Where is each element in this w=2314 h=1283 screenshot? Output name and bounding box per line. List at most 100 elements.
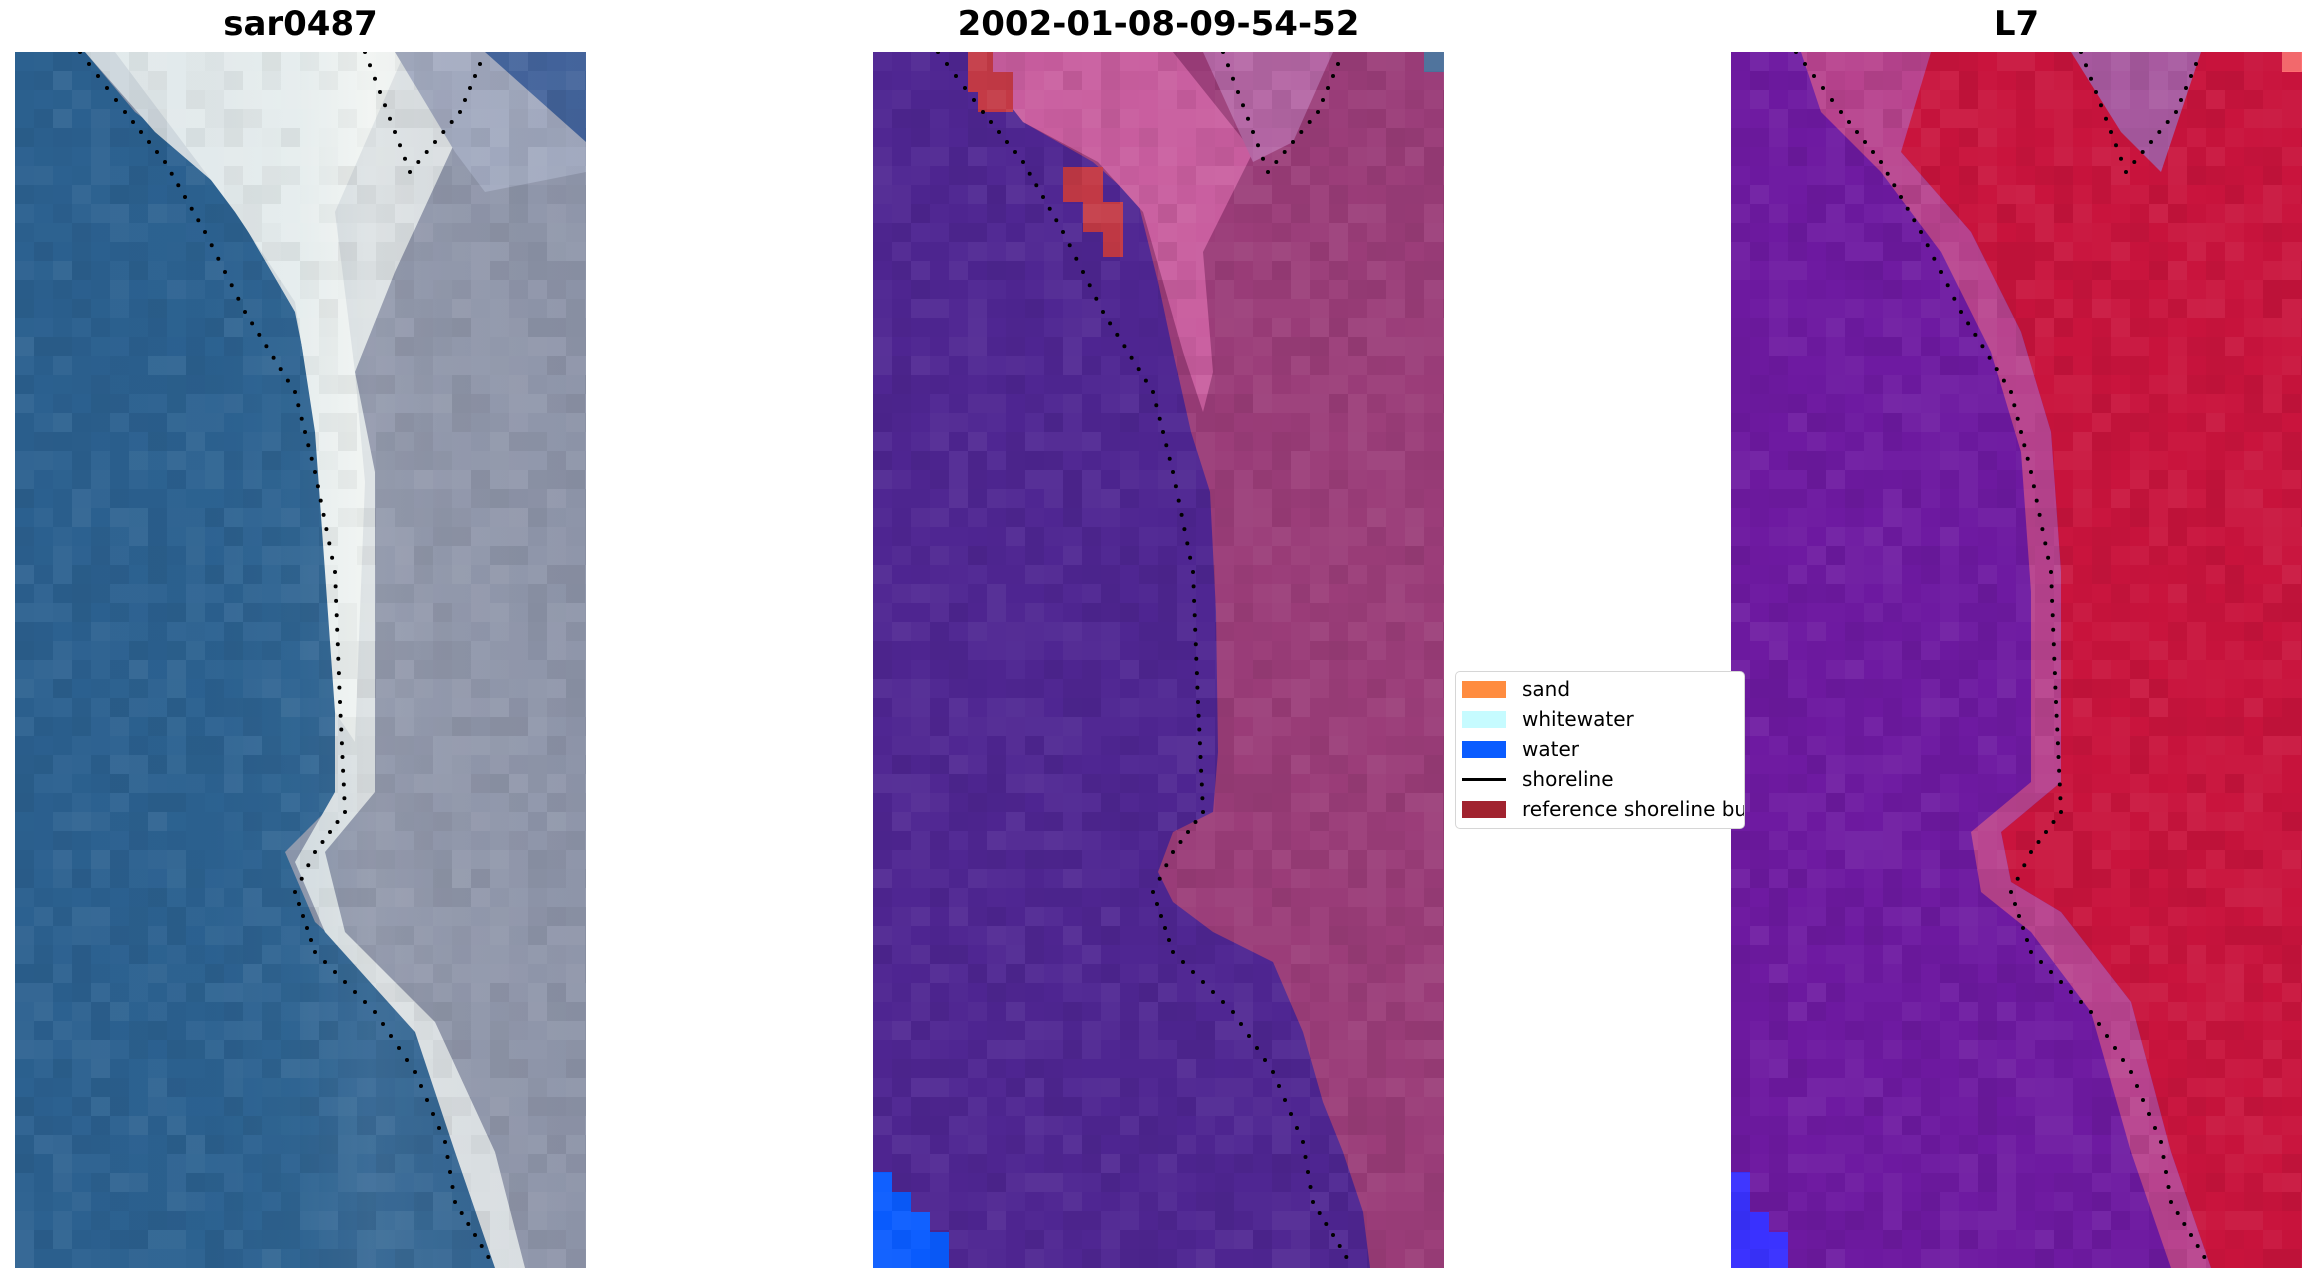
shoreline-dot xyxy=(1274,160,1279,164)
shoreline-dot xyxy=(313,950,317,954)
shoreline-dot xyxy=(1054,218,1059,223)
shoreline-dot xyxy=(1067,243,1072,248)
shoreline-dot xyxy=(209,243,214,248)
shoreline-dot xyxy=(981,110,985,114)
shoreline-dot xyxy=(368,63,372,68)
shoreline-dot xyxy=(2053,685,2058,690)
shoreline-dot xyxy=(2001,378,2006,383)
shoreline-dot xyxy=(2119,156,2123,161)
shoreline-dot xyxy=(1193,820,1198,824)
shoreline-dot xyxy=(2037,512,2042,517)
shoreline-dot xyxy=(2140,150,2145,154)
shoreline-dot xyxy=(339,727,344,732)
shoreline-dot xyxy=(2055,741,2060,746)
shoreline-dot xyxy=(1041,195,1045,199)
shoreline-dot xyxy=(2031,484,2036,489)
shoreline-dot xyxy=(2079,1000,2083,1004)
rgb-image xyxy=(15,52,586,1268)
shoreline-dot xyxy=(1337,1244,1342,1248)
shoreline-dot xyxy=(315,484,320,489)
shoreline-dot xyxy=(2051,820,2056,824)
shoreline-dot xyxy=(2135,1084,2139,1088)
shoreline-dot xyxy=(339,741,344,746)
shoreline-dot xyxy=(2184,86,2188,90)
shoreline-dot xyxy=(1344,1255,1349,1259)
shoreline-dot xyxy=(2009,890,2013,894)
shoreline-dot xyxy=(299,876,304,881)
shoreline-dot xyxy=(278,367,283,372)
shoreline-dot xyxy=(1987,355,1992,360)
legend-label-water: water xyxy=(1522,737,1579,761)
shoreline-dot xyxy=(2055,727,2060,732)
shoreline-dot xyxy=(2009,390,2013,394)
shoreline-dot xyxy=(1271,1070,1275,1074)
shoreline-dot xyxy=(403,156,407,161)
shoreline-dot xyxy=(1303,1155,1308,1159)
shoreline-dot xyxy=(2029,850,2033,854)
shoreline-dot xyxy=(96,74,100,78)
shoreline-dot xyxy=(1277,1084,1281,1088)
shoreline-dot xyxy=(341,782,346,787)
shoreline-dot xyxy=(1301,1140,1305,1144)
shoreline-dot xyxy=(1108,321,1113,326)
shoreline-dot xyxy=(1973,332,1978,337)
classified-image xyxy=(873,52,1444,1268)
shoreline-dot xyxy=(997,130,1001,134)
shoreline-dot xyxy=(2044,830,2048,834)
shoreline-dots xyxy=(1794,52,2207,1259)
shoreline-dot xyxy=(972,98,976,102)
shoreline-dot xyxy=(1283,1098,1287,1102)
shoreline-dot xyxy=(2149,140,2153,144)
shoreline-dot xyxy=(2012,403,2017,408)
shoreline-dot xyxy=(1863,140,1867,144)
shoreline-dot xyxy=(989,120,993,124)
shoreline-dot xyxy=(123,110,127,114)
shoreline-dot xyxy=(1316,110,1320,114)
shoreline-dot xyxy=(176,183,181,188)
shoreline-dot xyxy=(2069,990,2073,994)
shoreline-dot xyxy=(105,86,109,90)
shoreline-dot xyxy=(2147,1112,2151,1116)
shoreline-dot xyxy=(1847,120,1851,124)
shoreline-dot xyxy=(229,283,234,288)
shoreline-dot xyxy=(1952,296,1957,301)
shoreline-dot xyxy=(163,160,167,164)
shoreline-dot xyxy=(378,90,382,94)
shoreline-dot xyxy=(1201,810,1205,814)
shoreline-dot xyxy=(473,74,477,78)
shoreline-dot xyxy=(169,171,174,176)
shoreline-dot xyxy=(250,321,255,326)
shoreline-dot xyxy=(1939,270,1943,274)
shoreline-dot xyxy=(1185,541,1190,546)
shoreline-dot xyxy=(1263,1058,1267,1062)
shoreline-dot xyxy=(1306,1170,1310,1174)
shoreline-dot xyxy=(1211,990,1215,994)
shoreline-dot xyxy=(2050,613,2055,618)
shoreline-dot xyxy=(297,902,301,906)
shoreline-dot xyxy=(1161,430,1165,434)
shoreline-dot xyxy=(323,960,327,964)
shoreline-dot xyxy=(1171,950,1175,954)
shoreline-dot xyxy=(2179,98,2183,102)
shoreline-dot xyxy=(486,1255,491,1259)
shoreline-dot xyxy=(2166,1185,2171,1189)
shoreline-dot xyxy=(1196,713,1201,718)
shoreline-dot xyxy=(2022,443,2027,448)
shoreline-dot xyxy=(479,1244,484,1248)
shoreline-dot xyxy=(1830,98,1834,102)
shoreline-dot xyxy=(463,98,467,102)
shoreline-dot xyxy=(1173,484,1178,489)
shoreline-dot xyxy=(2013,902,2017,906)
shoreline-dot xyxy=(2124,170,2128,174)
shoreline-dot xyxy=(1167,456,1172,461)
shoreline-dot xyxy=(458,110,462,114)
shoreline-dot xyxy=(2021,926,2025,930)
shoreline-dot xyxy=(2094,90,2098,94)
shoreline-dot xyxy=(1299,130,1304,134)
shoreline-dot xyxy=(2104,116,2108,121)
shoreline-dot xyxy=(2049,970,2053,974)
shoreline-dot xyxy=(389,1034,393,1038)
shoreline-dot xyxy=(2057,768,2062,773)
shoreline-dot xyxy=(2022,863,2027,868)
shoreline-dot xyxy=(2175,1211,2180,1215)
